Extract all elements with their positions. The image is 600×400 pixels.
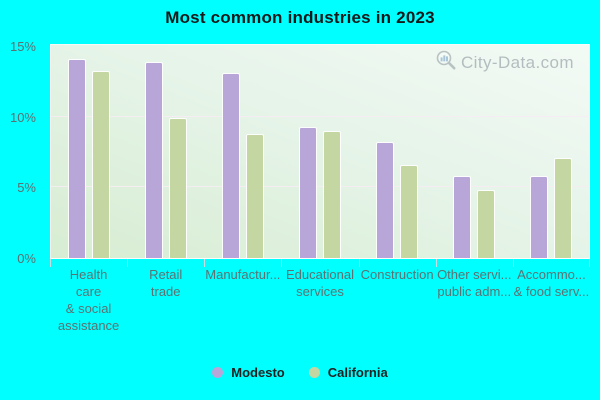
x-tick-mark: [204, 259, 205, 267]
x-category-label: Health care & social assistance: [50, 266, 127, 334]
x-category-label-line: Retail: [149, 267, 183, 282]
bars-row: [51, 45, 589, 258]
bar-modesto: [68, 59, 87, 258]
bar-group: [282, 45, 359, 258]
y-tick-label: 15%: [9, 39, 36, 54]
x-category-label-line: services: [296, 284, 344, 299]
watermark-label: City-Data.com: [461, 52, 574, 72]
x-category-label-line: Educational: [286, 267, 354, 282]
x-category-label-line: & social: [65, 301, 112, 316]
x-tick-mark: [359, 259, 360, 267]
watermark: City-Data.com: [435, 49, 574, 76]
bar-california: [92, 71, 111, 258]
bar-california: [246, 134, 265, 258]
x-category-label-line: Manufactur...: [205, 267, 281, 282]
bar-modesto: [222, 73, 241, 258]
legend-swatch-icon: [212, 367, 224, 378]
x-category-label: Manufactur...: [204, 266, 281, 334]
plot-area: City-Data.com: [50, 44, 590, 259]
bar-modesto: [375, 142, 394, 258]
bar-california: [169, 118, 188, 258]
y-axis-tick-labels: 15% 10% 5% 0%: [0, 0, 42, 400]
x-category-label: Retail trade: [127, 266, 204, 334]
bar-california: [399, 165, 418, 258]
y-tick-label: 5%: [17, 180, 36, 195]
bar-modesto: [299, 127, 317, 258]
x-axis-labels: Health care & social assistance Retail trade M…: [50, 266, 590, 334]
x-category-label-line: & food serv...: [513, 284, 590, 299]
x-category-label-line: Other servi...: [437, 267, 512, 282]
x-category-label: Accommo... & food serv...: [513, 266, 590, 334]
magnifier-bar-chart-icon: [435, 49, 457, 76]
x-category-label: Educational services: [281, 266, 358, 334]
x-tick-mark: [589, 259, 590, 267]
bar-california: [323, 131, 341, 258]
legend-item-modesto: Modesto: [212, 365, 285, 380]
x-tick-mark: [50, 259, 51, 267]
x-category-label-line: assistance: [57, 318, 120, 333]
x-category-label-line: care: [75, 284, 102, 299]
x-tick-mark: [436, 259, 437, 267]
y-tick-label: 0%: [17, 251, 36, 266]
x-tick-mark: [127, 259, 128, 267]
bar-california: [553, 158, 572, 258]
bar-group: [128, 45, 205, 258]
bar-group: [435, 45, 512, 258]
bar-group: [205, 45, 282, 258]
x-category-label: Other servi... public adm...: [436, 266, 513, 334]
legend-label: California: [327, 365, 388, 380]
bar-modesto: [529, 176, 548, 258]
legend-swatch-icon: [308, 367, 320, 378]
bar-california: [476, 190, 495, 258]
bar-group: [512, 45, 589, 258]
x-category-label-line: Accommo...: [517, 267, 586, 282]
x-category-label-line: Construction: [360, 267, 434, 282]
x-category-label: Construction: [359, 266, 436, 334]
x-tick-mark: [513, 259, 514, 267]
x-axis-ticks: [50, 259, 590, 267]
chart-title: Most common industries in 2023: [165, 8, 435, 27]
y-tick-label: 10%: [9, 110, 36, 125]
x-tick-mark: [281, 259, 282, 267]
x-category-label-line: trade: [150, 284, 181, 299]
bar-modesto: [145, 62, 164, 258]
bar-modesto: [452, 176, 471, 258]
gridline-5pct: [51, 186, 589, 187]
bar-group: [51, 45, 128, 258]
x-category-label-line: Health: [69, 267, 108, 282]
legend-item-california: California: [308, 365, 388, 380]
legend: Modesto California: [0, 365, 600, 380]
legend-label: Modesto: [231, 365, 285, 380]
bar-group: [358, 45, 435, 258]
x-category-label-line: public adm...: [437, 284, 512, 299]
gridline-10pct: [51, 116, 589, 117]
